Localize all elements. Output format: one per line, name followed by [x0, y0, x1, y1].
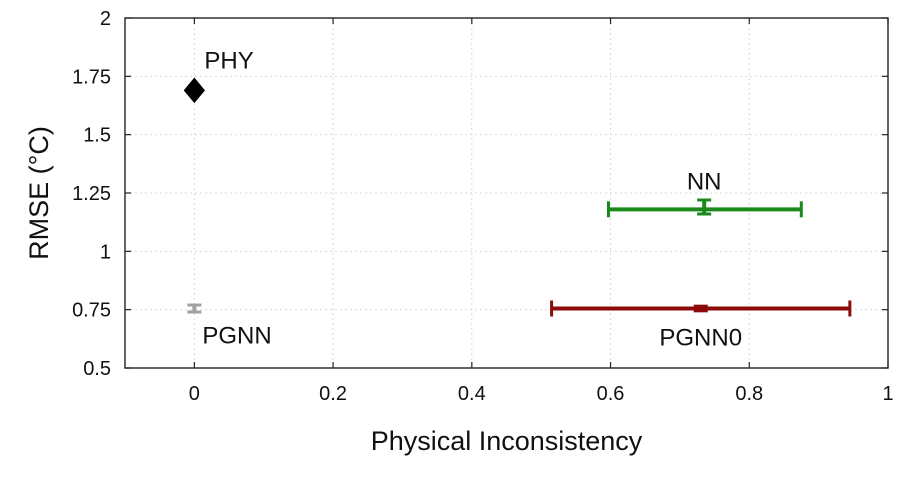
x-axis-label: Physical Inconsistency — [371, 426, 643, 456]
x-tick-label: 1 — [882, 383, 893, 405]
y-axis-label: RMSE (°C) — [24, 126, 54, 260]
y-tick-label: 0.75 — [72, 300, 111, 322]
point-labels: PHY NN PGNN PGNN0 — [202, 47, 742, 351]
point-label-pgnn: PGNN — [202, 323, 271, 350]
y-tick-label: 1 — [100, 241, 111, 263]
y-tick-label: 1.25 — [72, 183, 111, 205]
point-phy — [183, 77, 206, 104]
y-tick-label: 2 — [100, 8, 111, 30]
y-tick-label: 0.5 — [83, 358, 111, 380]
point-marker — [183, 77, 206, 104]
y-tick-labels: 0.5 0.75 1 1.25 1.5 1.75 2 — [72, 8, 111, 380]
x-tick-label: 0.4 — [458, 383, 486, 405]
x-tick-label: 0.6 — [597, 383, 625, 405]
point-nn — [606, 198, 803, 218]
x-tick-label: 0 — [189, 383, 200, 405]
x-tick-label: 0.2 — [319, 383, 347, 405]
ticks — [125, 17, 889, 369]
point-label-nn: NN — [687, 168, 722, 195]
point-pgnn0 — [550, 300, 852, 317]
point-label-pgnn0: PGNN0 — [659, 325, 742, 352]
x-tick-label: 0.8 — [735, 383, 763, 405]
x-tick-labels: 0 0.2 0.4 0.6 0.8 1 — [189, 383, 894, 405]
point-pgnn — [187, 303, 202, 314]
y-tick-label: 1.5 — [83, 125, 111, 147]
data-marks — [183, 77, 852, 317]
y-tick-label: 1.75 — [72, 66, 111, 88]
point-label-phy: PHY — [204, 47, 253, 74]
